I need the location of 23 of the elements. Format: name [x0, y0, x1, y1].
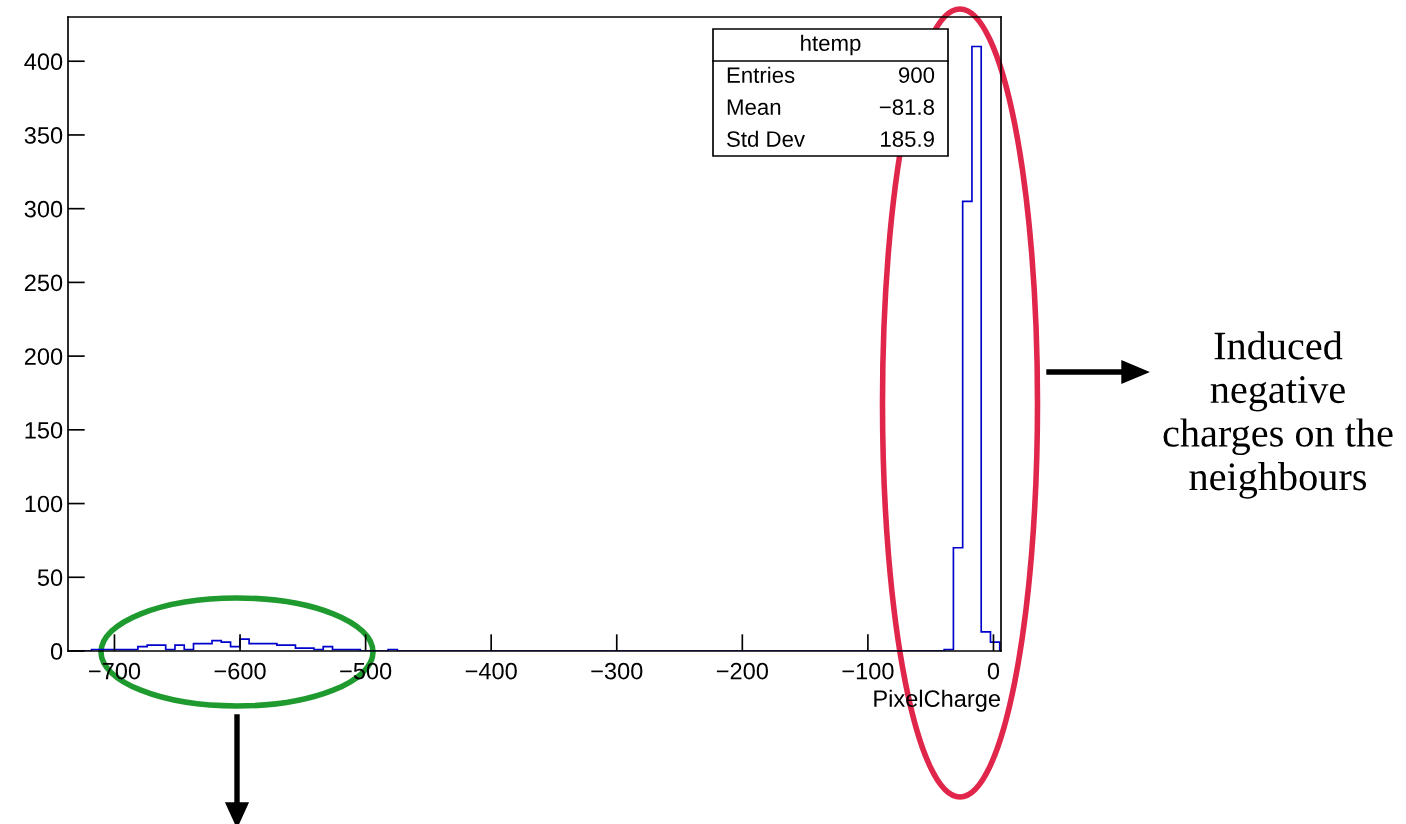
y-tick-label: 150: [25, 421, 63, 439]
x-tick-label: −400: [465, 662, 517, 680]
x-tick-label: −600: [214, 662, 266, 680]
annotation: 900: [898, 67, 935, 83]
y-tick-label: 0: [50, 643, 63, 660]
text: Induced negative charges on the neighbours: [1163, 331, 1393, 499]
y-tick-label: 50: [37, 569, 63, 587]
y-tick-label: 350: [24, 127, 63, 144]
x-tick-label: −100: [842, 662, 894, 680]
x-tick-label: 0: [987, 662, 1000, 680]
annotation: −81.8: [879, 99, 935, 115]
x-tick-label: −200: [716, 662, 768, 680]
annotation: Entries: [727, 66, 795, 83]
annotation: 185.9: [881, 131, 934, 147]
x-tick-label: −300: [591, 662, 643, 680]
y-tick-label: 400: [24, 53, 63, 71]
y-tick-label: 250: [24, 274, 63, 292]
annotation: htemp: [801, 34, 861, 56]
y-tick-label: 200: [24, 348, 63, 365]
y-tick-label: 100: [25, 495, 63, 513]
annotation: Std Dev: [727, 130, 805, 147]
y-tick-label: 300: [24, 200, 63, 218]
annotation: Mean: [727, 99, 781, 115]
